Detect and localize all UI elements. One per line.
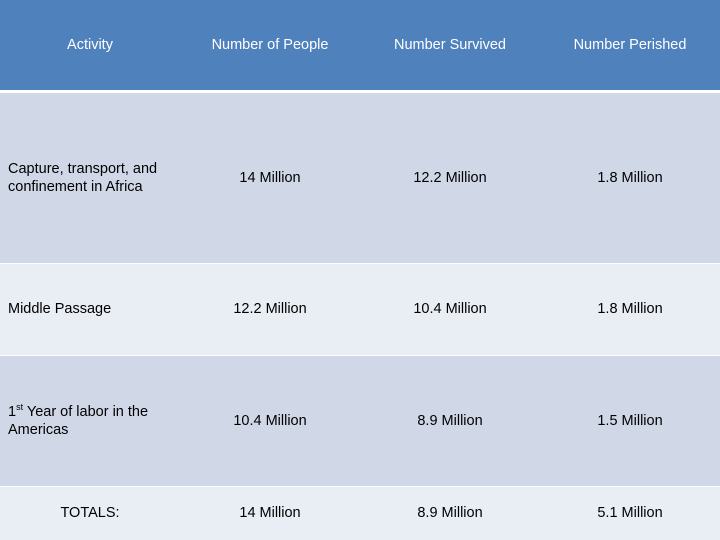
cell-survived: 8.9 Million: [360, 486, 540, 540]
cell-activity: 1st Year of labor in the Americas: [0, 355, 180, 487]
header-row: Activity Number of People Number Survive…: [0, 0, 720, 93]
cell-activity: Capture, transport, and confinement in A…: [0, 91, 180, 264]
cell-survived: 8.9 Million: [360, 355, 540, 487]
cell-totals-label: TOTALS:: [0, 486, 180, 540]
cell-survived: 12.2 Million: [360, 91, 540, 264]
activity-ordinal-suffix: st: [16, 401, 24, 412]
header-activity: Activity: [0, 0, 180, 93]
cell-perished: 1.5 Million: [540, 355, 720, 487]
cell-perished: 1.8 Million: [540, 91, 720, 264]
totals-row: TOTALS: 14 Million 8.9 Million 5.1 Milli…: [0, 486, 720, 540]
cell-people: 10.4 Million: [180, 355, 360, 487]
header-number-perished: Number Perished: [540, 0, 720, 93]
cell-people: 14 Million: [180, 486, 360, 540]
activity-ordinal: 1: [8, 403, 17, 420]
table-row: Capture, transport, and confinement in A…: [0, 91, 720, 264]
cell-activity: Middle Passage: [0, 263, 180, 356]
header-number-survived: Number Survived: [360, 0, 540, 93]
header-number-of-people: Number of People: [180, 0, 360, 93]
table-row: 1st Year of labor in the Americas 10.4 M…: [0, 355, 720, 487]
table-row: Middle Passage 12.2 Million 10.4 Million…: [0, 263, 720, 356]
cell-people: 14 Million: [180, 91, 360, 264]
cell-survived: 10.4 Million: [360, 263, 540, 356]
cell-perished: 5.1 Million: [540, 486, 720, 540]
activity-text: Year of labor in the Americas: [8, 403, 149, 438]
cell-people: 12.2 Million: [180, 263, 360, 356]
cell-perished: 1.8 Million: [540, 263, 720, 356]
